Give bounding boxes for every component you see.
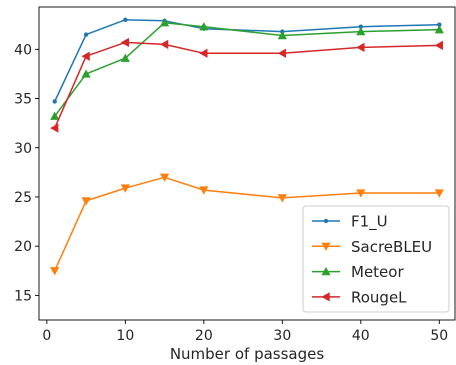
x-axis: 0 10 20 30 40 50 — [42, 320, 448, 344]
legend-item-sacrebleu: SacreBLEU — [312, 238, 432, 256]
data-point-sacrebleu — [277, 194, 287, 203]
series-sacrebleu — [50, 173, 444, 276]
data-point-f1-u — [437, 22, 442, 27]
legend-item-meteor: Meteor — [312, 263, 404, 281]
data-point-meteor — [81, 69, 91, 78]
legend-item-rougel: RougeL — [312, 288, 407, 306]
y-tick-label: 15 — [14, 288, 32, 304]
data-point-sacrebleu — [159, 173, 170, 182]
data-point-sacrebleu — [434, 189, 444, 198]
legend-marker-rougel — [321, 292, 330, 302]
data-point-f1-u — [358, 24, 364, 29]
legend-label: SacreBLEU — [351, 238, 432, 256]
data-point-rougel — [159, 39, 169, 50]
data-point-rougel — [434, 40, 443, 50]
legend-marker-meteor — [321, 267, 331, 276]
data-point-meteor — [356, 27, 366, 36]
y-axis: 15 20 25 30 35 40 — [14, 42, 39, 304]
data-point-meteor — [199, 22, 209, 31]
x-tick-label: 40 — [352, 328, 370, 344]
x-axis-title: Number of passages — [170, 345, 325, 363]
data-point-f1-u — [52, 99, 57, 104]
data-point-rougel — [81, 51, 90, 61]
x-tick-label: 50 — [430, 328, 448, 344]
series-line-meteor — [54, 21, 440, 117]
legend: F1_U SacreBLEU Meteor RougeL — [302, 205, 450, 313]
data-point-rougel — [199, 48, 208, 58]
data-point-rougel — [277, 48, 287, 58]
data-point-meteor — [50, 111, 60, 120]
series-line-sacrebleu — [54, 176, 440, 272]
legend-marker-f1-u — [323, 218, 329, 224]
series-meteor — [50, 18, 444, 120]
plot-frame — [38, 6, 456, 321]
data-point-meteor — [434, 25, 444, 34]
x-tick-label: 30 — [273, 328, 291, 344]
series-line-rougel — [54, 41, 440, 129]
data-point-rougel — [50, 123, 59, 133]
data-point-rougel — [120, 37, 130, 48]
x-tick-label: 0 — [42, 328, 51, 344]
data-point-meteor — [120, 53, 130, 62]
x-tick-label: 20 — [195, 328, 213, 344]
data-point-f1-u — [123, 17, 128, 22]
legend-label: F1_U — [351, 213, 388, 232]
y-tick-label: 30 — [14, 141, 32, 157]
data-point-sacrebleu — [120, 184, 130, 193]
y-tick-label: 35 — [14, 92, 32, 108]
series-rougel — [50, 37, 443, 133]
data-point-sacrebleu — [50, 267, 60, 276]
data-point-rougel — [356, 42, 365, 52]
legend-box — [302, 205, 450, 313]
legend-label: Meteor — [351, 263, 404, 281]
data-point-sacrebleu — [199, 186, 209, 195]
data-point-meteor — [277, 30, 287, 40]
plot-area — [50, 17, 444, 276]
x-tick-label: 10 — [116, 328, 134, 344]
legend-item-f1-u: F1_U — [312, 213, 388, 232]
data-point-f1-u — [83, 32, 89, 37]
legend-label: RougeL — [351, 288, 407, 306]
y-tick-label: 20 — [14, 239, 32, 255]
y-tick-label: 40 — [14, 42, 32, 58]
data-point-sacrebleu — [356, 189, 366, 198]
legend-marker-sacrebleu — [321, 242, 331, 251]
data-point-meteor — [159, 18, 170, 27]
y-tick-label: 25 — [14, 190, 32, 206]
data-point-sacrebleu — [81, 197, 91, 206]
